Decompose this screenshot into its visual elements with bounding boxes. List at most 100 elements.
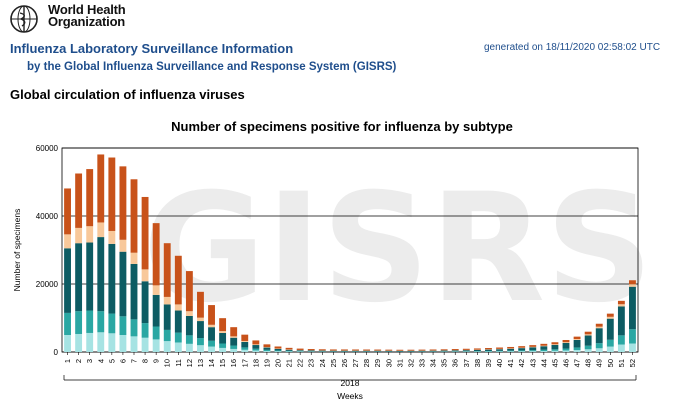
bar-segment [396,350,404,352]
bar-segment [141,323,149,338]
bar-segment [197,321,204,339]
bar-segment [285,349,293,351]
x-tick-label: 38 [473,359,482,367]
bar-segment [584,349,592,352]
bar-segment [341,350,348,352]
bar-segment [396,349,404,351]
x-tick-label: 36 [451,359,460,367]
bar-segment [185,335,193,344]
bar-segment [529,351,537,352]
bar-segment [485,351,492,352]
bar-segment [385,349,393,351]
x-tick-label: 29 [373,359,382,367]
bar-segment [119,316,127,335]
bar-segment [462,348,470,350]
bar-segment [185,271,193,312]
bar-segment [97,222,105,238]
y-tick-label: 40000 [36,212,59,221]
bar-segment [97,237,105,312]
x-tick-label: 6 [118,359,127,363]
bar-segment [152,326,160,340]
bar-segment [230,345,238,349]
bar-segment [529,350,537,352]
bar-segment [97,154,105,223]
who-emblem-icon [10,5,38,33]
x-tick-label: 30 [384,359,393,367]
bar-segment [551,342,559,345]
bar-segment [208,324,215,328]
bar-segment [252,345,260,349]
bar-segment [551,344,559,350]
bar-segment [451,350,459,352]
bar-segment [496,347,503,349]
bar-segment [241,341,249,348]
bar-segment [296,348,304,350]
x-tick-label: 32 [406,359,415,367]
x-tick-label: 47 [573,359,582,367]
bar-segment [208,340,215,347]
x-tick-label: 51 [617,359,626,367]
bar-segment [219,343,227,348]
bar-segment [606,313,614,317]
x-tick-label: 27 [351,359,360,367]
bar-segment [595,323,603,327]
bar-segment [629,329,636,344]
bar-segment [573,336,581,340]
bar-segment [584,334,592,336]
bar-segment [451,349,459,351]
x-tick-label: 16 [229,359,238,367]
bar-segment [307,350,315,352]
bar-segment [163,296,171,305]
bar-segment [274,346,282,349]
bar-segment [64,234,71,249]
x-tick-label: 21 [285,359,294,367]
bar-segment [174,255,182,305]
x-tick-label: 7 [130,359,139,363]
bar-segment [285,350,293,352]
bar-segment [374,349,382,351]
bar-segment [496,349,503,351]
bar-segment [130,319,138,337]
bar-segment [407,350,415,352]
bar-segment [119,166,127,240]
x-tick-label: 22 [296,359,305,367]
bar-segment [174,304,182,311]
bar-segment [562,339,570,343]
bar-segment [219,332,227,344]
x-tick-label: 5 [107,359,116,363]
x-tick-label: 40 [495,359,504,367]
bar-segment [86,242,94,311]
bar-segment [141,269,149,282]
bar-segment [274,350,282,352]
bar-segment [540,345,548,347]
bar-segment [108,157,116,231]
bar-segment [163,329,171,342]
bar-segment [174,342,182,352]
bar-segment [562,348,570,351]
bar-segment [208,346,215,352]
bar-segment [163,304,171,330]
bar-segment [518,348,526,351]
bar-segment [473,349,481,352]
watermark-text: GISRS [143,162,654,336]
logo-line-2: Organization [48,14,126,29]
bars [64,154,636,352]
bar-segment [252,348,260,351]
bar-segment [86,226,94,243]
bar-segment [108,313,116,334]
bar-segment [185,315,193,336]
bar-segment [595,348,603,352]
bar-segment [540,343,548,346]
bar-segment [152,294,160,327]
page-subtitle: by the Global Influenza Surveillance and… [27,61,397,73]
bar-segment [540,346,548,350]
x-tick-label: 18 [251,359,260,367]
bar-segment [119,335,127,352]
x-tick-label: 43 [528,359,537,367]
year-label: 2018 [341,378,360,388]
x-tick-label: 15 [218,359,227,367]
bar-segment [174,332,182,343]
bar-segment [418,349,426,351]
bar-segment [573,339,581,348]
y-tick-label: 0 [54,348,59,357]
